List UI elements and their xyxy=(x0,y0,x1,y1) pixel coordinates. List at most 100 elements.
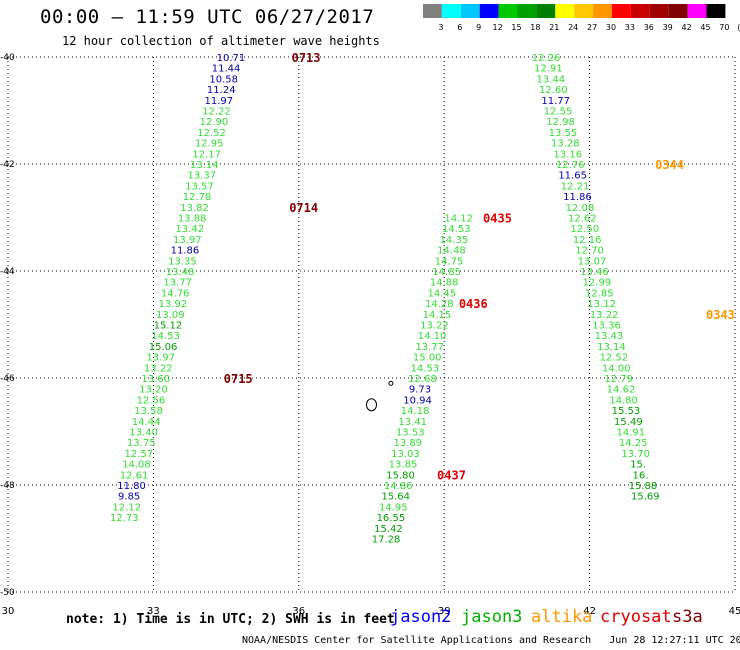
data-point-label: 12.50 xyxy=(570,224,599,235)
data-point-label: 11.77 xyxy=(541,96,570,107)
data-point-label: 13.60 xyxy=(142,374,171,385)
data-point-label: 12.60 xyxy=(539,85,568,96)
colorbar-swatch xyxy=(555,4,575,18)
data-point-label: 14.18 xyxy=(401,406,430,417)
colorbar-label: 9 xyxy=(476,23,481,32)
data-point-label: 14.53 xyxy=(410,363,439,374)
data-point-label: 12.70 xyxy=(575,246,604,257)
data-point-label: 13.70 xyxy=(621,449,650,460)
data-point-label: 9.73 xyxy=(409,385,431,396)
colorbar-label: 70 xyxy=(719,23,729,32)
data-point-label: 11.97 xyxy=(205,96,234,107)
data-point-label: 16.55 xyxy=(377,513,406,524)
x-tick-label: 33 xyxy=(147,606,160,617)
data-point-label: 13.82 xyxy=(180,203,209,214)
data-point-label: 15.12 xyxy=(154,321,183,332)
footer-credit: NOAA/NESDIS Center for Satellite Applica… xyxy=(242,635,740,646)
data-point-label: 15.69 xyxy=(631,492,660,503)
data-point-label: 12.52 xyxy=(197,128,226,139)
legend-jason3: jason3 xyxy=(461,607,523,627)
data-point-label: 14.25 xyxy=(619,438,648,449)
data-point-label: 12.55 xyxy=(544,107,573,118)
data-point-label: 13.58 xyxy=(134,406,163,417)
data-point-label: 11.86 xyxy=(171,246,200,257)
legend-cryosat: cryosat xyxy=(600,607,672,627)
data-point-label: 13.28 xyxy=(551,139,580,150)
data-point-label: 14.88 xyxy=(430,278,459,289)
data-point-label: 15.49 xyxy=(614,417,643,428)
data-point-label: 12.08 xyxy=(566,203,595,214)
data-point-label: 14.85 xyxy=(432,267,461,278)
time-label: 0435 xyxy=(483,212,512,226)
data-point-label: 12.90 xyxy=(200,117,229,128)
colorbar-swatch xyxy=(536,4,556,18)
data-point-label: 14.80 xyxy=(609,395,638,406)
data-point-label: 12.26 xyxy=(532,53,561,64)
data-point-label: 12.12 xyxy=(112,502,141,513)
colorbar-label: 21 xyxy=(549,23,559,32)
data-point-label: 13.36 xyxy=(592,321,621,332)
data-point-label: 12.68 xyxy=(408,374,437,385)
x-tick-label: 30 xyxy=(2,606,15,617)
time-label: 0715 xyxy=(224,372,253,386)
data-point-label: 13.35 xyxy=(168,256,197,267)
data-point-label: 13.07 xyxy=(578,256,607,267)
colorbar-label: 3 xyxy=(438,23,443,32)
data-point-label: 14.10 xyxy=(418,331,447,342)
colorbar-swatch xyxy=(460,4,480,18)
data-point-label: 13.44 xyxy=(537,74,566,85)
data-point-label: 11.80 xyxy=(117,481,146,492)
data-point-label: 14.08 xyxy=(122,460,151,471)
page-subtitle: 12 hour collection of altimeter wave hei… xyxy=(62,34,380,48)
data-point-label: 12.79 xyxy=(604,374,633,385)
data-point-label: 11.65 xyxy=(558,171,587,182)
data-point-label: 12.73 xyxy=(110,513,139,524)
data-point-label: 15.00 xyxy=(413,353,442,364)
data-point-label: 10.71 xyxy=(217,53,246,64)
y-tick-label: -42 xyxy=(0,160,15,170)
colorbar-swatch xyxy=(498,4,518,18)
colorbar xyxy=(423,4,726,18)
data-point-label: 16. xyxy=(633,470,649,481)
data-point-label: 13.43 xyxy=(595,331,624,342)
data-point-label: 12.62 xyxy=(568,214,597,225)
colorbar-label: 12 xyxy=(493,23,503,32)
data-point-label: 13.22 xyxy=(420,321,449,332)
data-point-label: 12.78 xyxy=(183,192,212,203)
data-point-label: 14.35 xyxy=(440,235,469,246)
x-tick-label: 39 xyxy=(438,606,451,617)
data-point-label: 12.91 xyxy=(534,64,563,75)
data-point-label: 13.75 xyxy=(127,438,156,449)
data-point-label: 13.97 xyxy=(146,353,175,364)
colorbar-label: 33 xyxy=(625,23,635,32)
y-tick-label: -50 xyxy=(0,588,15,598)
data-point-label: 14.91 xyxy=(616,428,645,439)
island-outline xyxy=(388,380,394,386)
data-point-label: 15.88 xyxy=(629,481,658,492)
colorbar-swatch xyxy=(574,4,594,18)
data-point-label: 14.95 xyxy=(379,502,408,513)
data-point-label: 15.64 xyxy=(381,492,410,503)
data-point-label: 14.76 xyxy=(161,288,190,299)
data-point-label: 10.58 xyxy=(209,74,238,85)
data-point-label: 12.52 xyxy=(600,353,629,364)
data-point-label: 13.85 xyxy=(389,460,418,471)
data-point-label: 13.48 xyxy=(166,267,195,278)
data-point-label: 12.22 xyxy=(202,107,231,118)
data-point-label: 14.00 xyxy=(602,363,631,374)
x-tick-label: 42 xyxy=(583,606,596,617)
colorbar-label: 15 xyxy=(511,23,521,32)
data-point-label: 15.06 xyxy=(149,342,178,353)
y-tick-label: -44 xyxy=(0,267,15,277)
data-point-label: 14.62 xyxy=(607,385,636,396)
data-point-label: 12.85 xyxy=(585,288,614,299)
data-point-label: 13.40 xyxy=(129,428,158,439)
footer-note: note: 1) Time is in UTC; 2) SWH is in fe… xyxy=(66,612,395,627)
time-label: 0344 xyxy=(655,158,684,172)
data-point-label: 15.53 xyxy=(612,406,641,417)
data-point-label: 13.46 xyxy=(580,267,609,278)
data-point-label: 12.57 xyxy=(125,449,154,460)
y-tick-label: -40 xyxy=(0,53,15,63)
data-point-label: 9.85 xyxy=(118,492,140,503)
data-point-label: 12.76 xyxy=(556,160,585,171)
